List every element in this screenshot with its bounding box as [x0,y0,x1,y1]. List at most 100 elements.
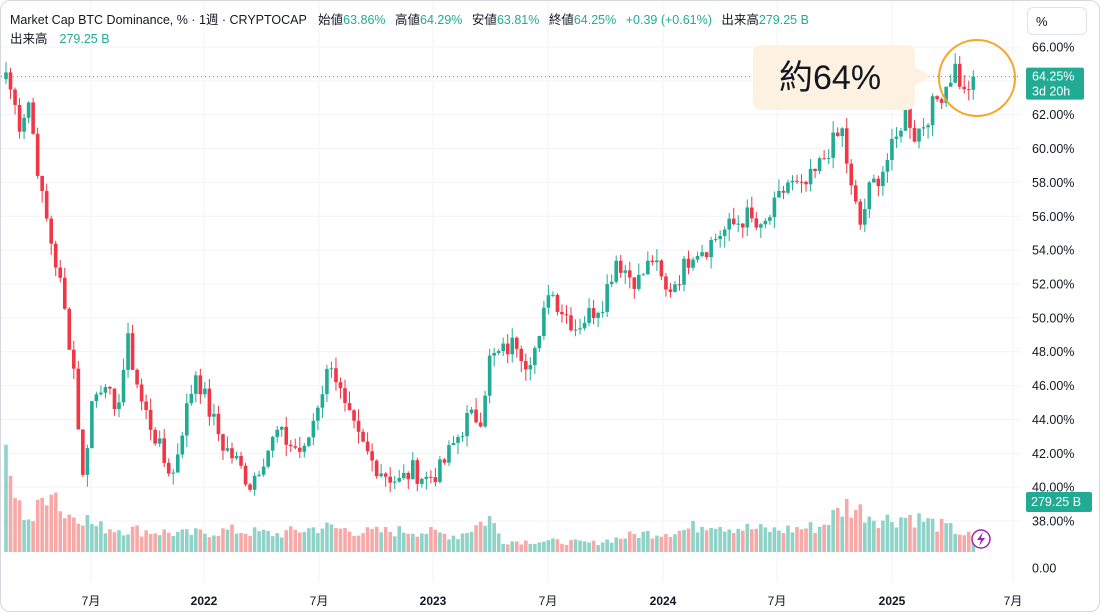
volume-bar [388,532,392,552]
candle [519,345,524,373]
candle [212,403,216,426]
volume-bar [361,533,365,552]
candle-body [917,128,921,142]
candle [456,434,460,455]
volume-bar [519,544,524,552]
candle [524,353,528,381]
volume-bar [171,536,176,552]
volume-bars [4,444,976,552]
candle [795,174,799,184]
volume-bar [81,525,85,552]
volume-bar [890,522,894,552]
volume-bar [189,534,194,552]
volume-bar [768,531,772,552]
candle [930,93,935,137]
candle-body [713,239,718,241]
candle-body [587,308,591,323]
volume-bar [329,524,334,552]
candle-body [912,127,917,142]
candle [551,291,555,298]
candle-body [108,387,112,389]
candle-body [243,465,248,485]
candle-body [478,422,483,427]
volume-bar [456,539,460,552]
candle-body [618,260,623,273]
volume-bar [953,533,957,552]
y-tick-label: 50.00% [1032,311,1074,325]
volume-bar [334,528,338,552]
volume-bar [813,533,817,552]
candle-body [560,311,564,315]
volume-bar [374,526,379,552]
candle-body [379,473,383,477]
low-value: 63.81% [496,13,540,27]
candle [899,128,903,143]
candle-body [361,431,365,442]
candle-body [722,229,727,236]
percent-scale-button[interactable]: % [1027,7,1087,35]
candle [279,425,284,437]
volume-bar [505,544,510,552]
volume-bar [135,525,139,552]
candle-body [605,284,609,312]
candle [777,179,781,198]
candle-body [542,307,546,336]
volume-bar [546,540,551,552]
candle-body [655,260,659,263]
candle [401,464,406,480]
candle [31,97,35,135]
candle-body [121,369,126,403]
volume-bar [194,528,198,552]
volume-bar [962,535,967,552]
candle-body [695,255,700,260]
candle-body [555,294,560,312]
volume-bar [564,544,569,552]
volume-bar [166,532,171,552]
volume-bar [849,517,854,552]
candle-body [795,180,799,182]
candle [94,391,99,408]
volume-bar [438,532,442,552]
volume-bar [903,517,908,552]
candle [890,128,894,171]
volume-bar [939,518,944,552]
candle-body [582,322,587,329]
candle-body [894,136,899,139]
candle [302,442,307,458]
candle-body [600,311,605,313]
volume-bar [239,532,243,552]
symbol-legend: Market Cap BTC Dominance, % · 1週 · CRYPT… [10,12,809,28]
candle-body [175,454,180,473]
y-tick-label: 40.00% [1032,481,1074,495]
y-tick-label: 54.00% [1032,244,1074,258]
volume-indicator-label[interactable]: 出来高 [10,32,48,46]
candle-body [731,218,736,225]
candle-body [637,274,641,289]
candle-body [383,473,388,477]
candle [939,97,944,109]
volume-bar [22,520,26,552]
volume-bar [311,527,316,552]
y-tick-label: 66.00% [1032,41,1074,55]
candle [759,223,763,238]
volume-bar [347,531,352,552]
candle [311,413,316,446]
candle-body [641,274,646,276]
candle [682,255,686,292]
volume-bar [596,544,600,552]
candle-body [569,315,573,331]
candle-body [442,459,447,463]
volume-bar [465,533,469,552]
candle-body [438,459,442,483]
candle [58,260,63,283]
change-value: +0.39 (+0.61%) [625,13,712,27]
high-label: 高値 [395,13,421,27]
candle-body [551,294,555,296]
symbol-title[interactable]: Market Cap BTC Dominance, % · 1週 · CRYPT… [10,13,307,27]
candle [664,272,668,297]
candle [469,407,474,415]
volume-bar [424,533,429,552]
volume-bar [587,542,591,552]
candle-body [817,158,822,171]
